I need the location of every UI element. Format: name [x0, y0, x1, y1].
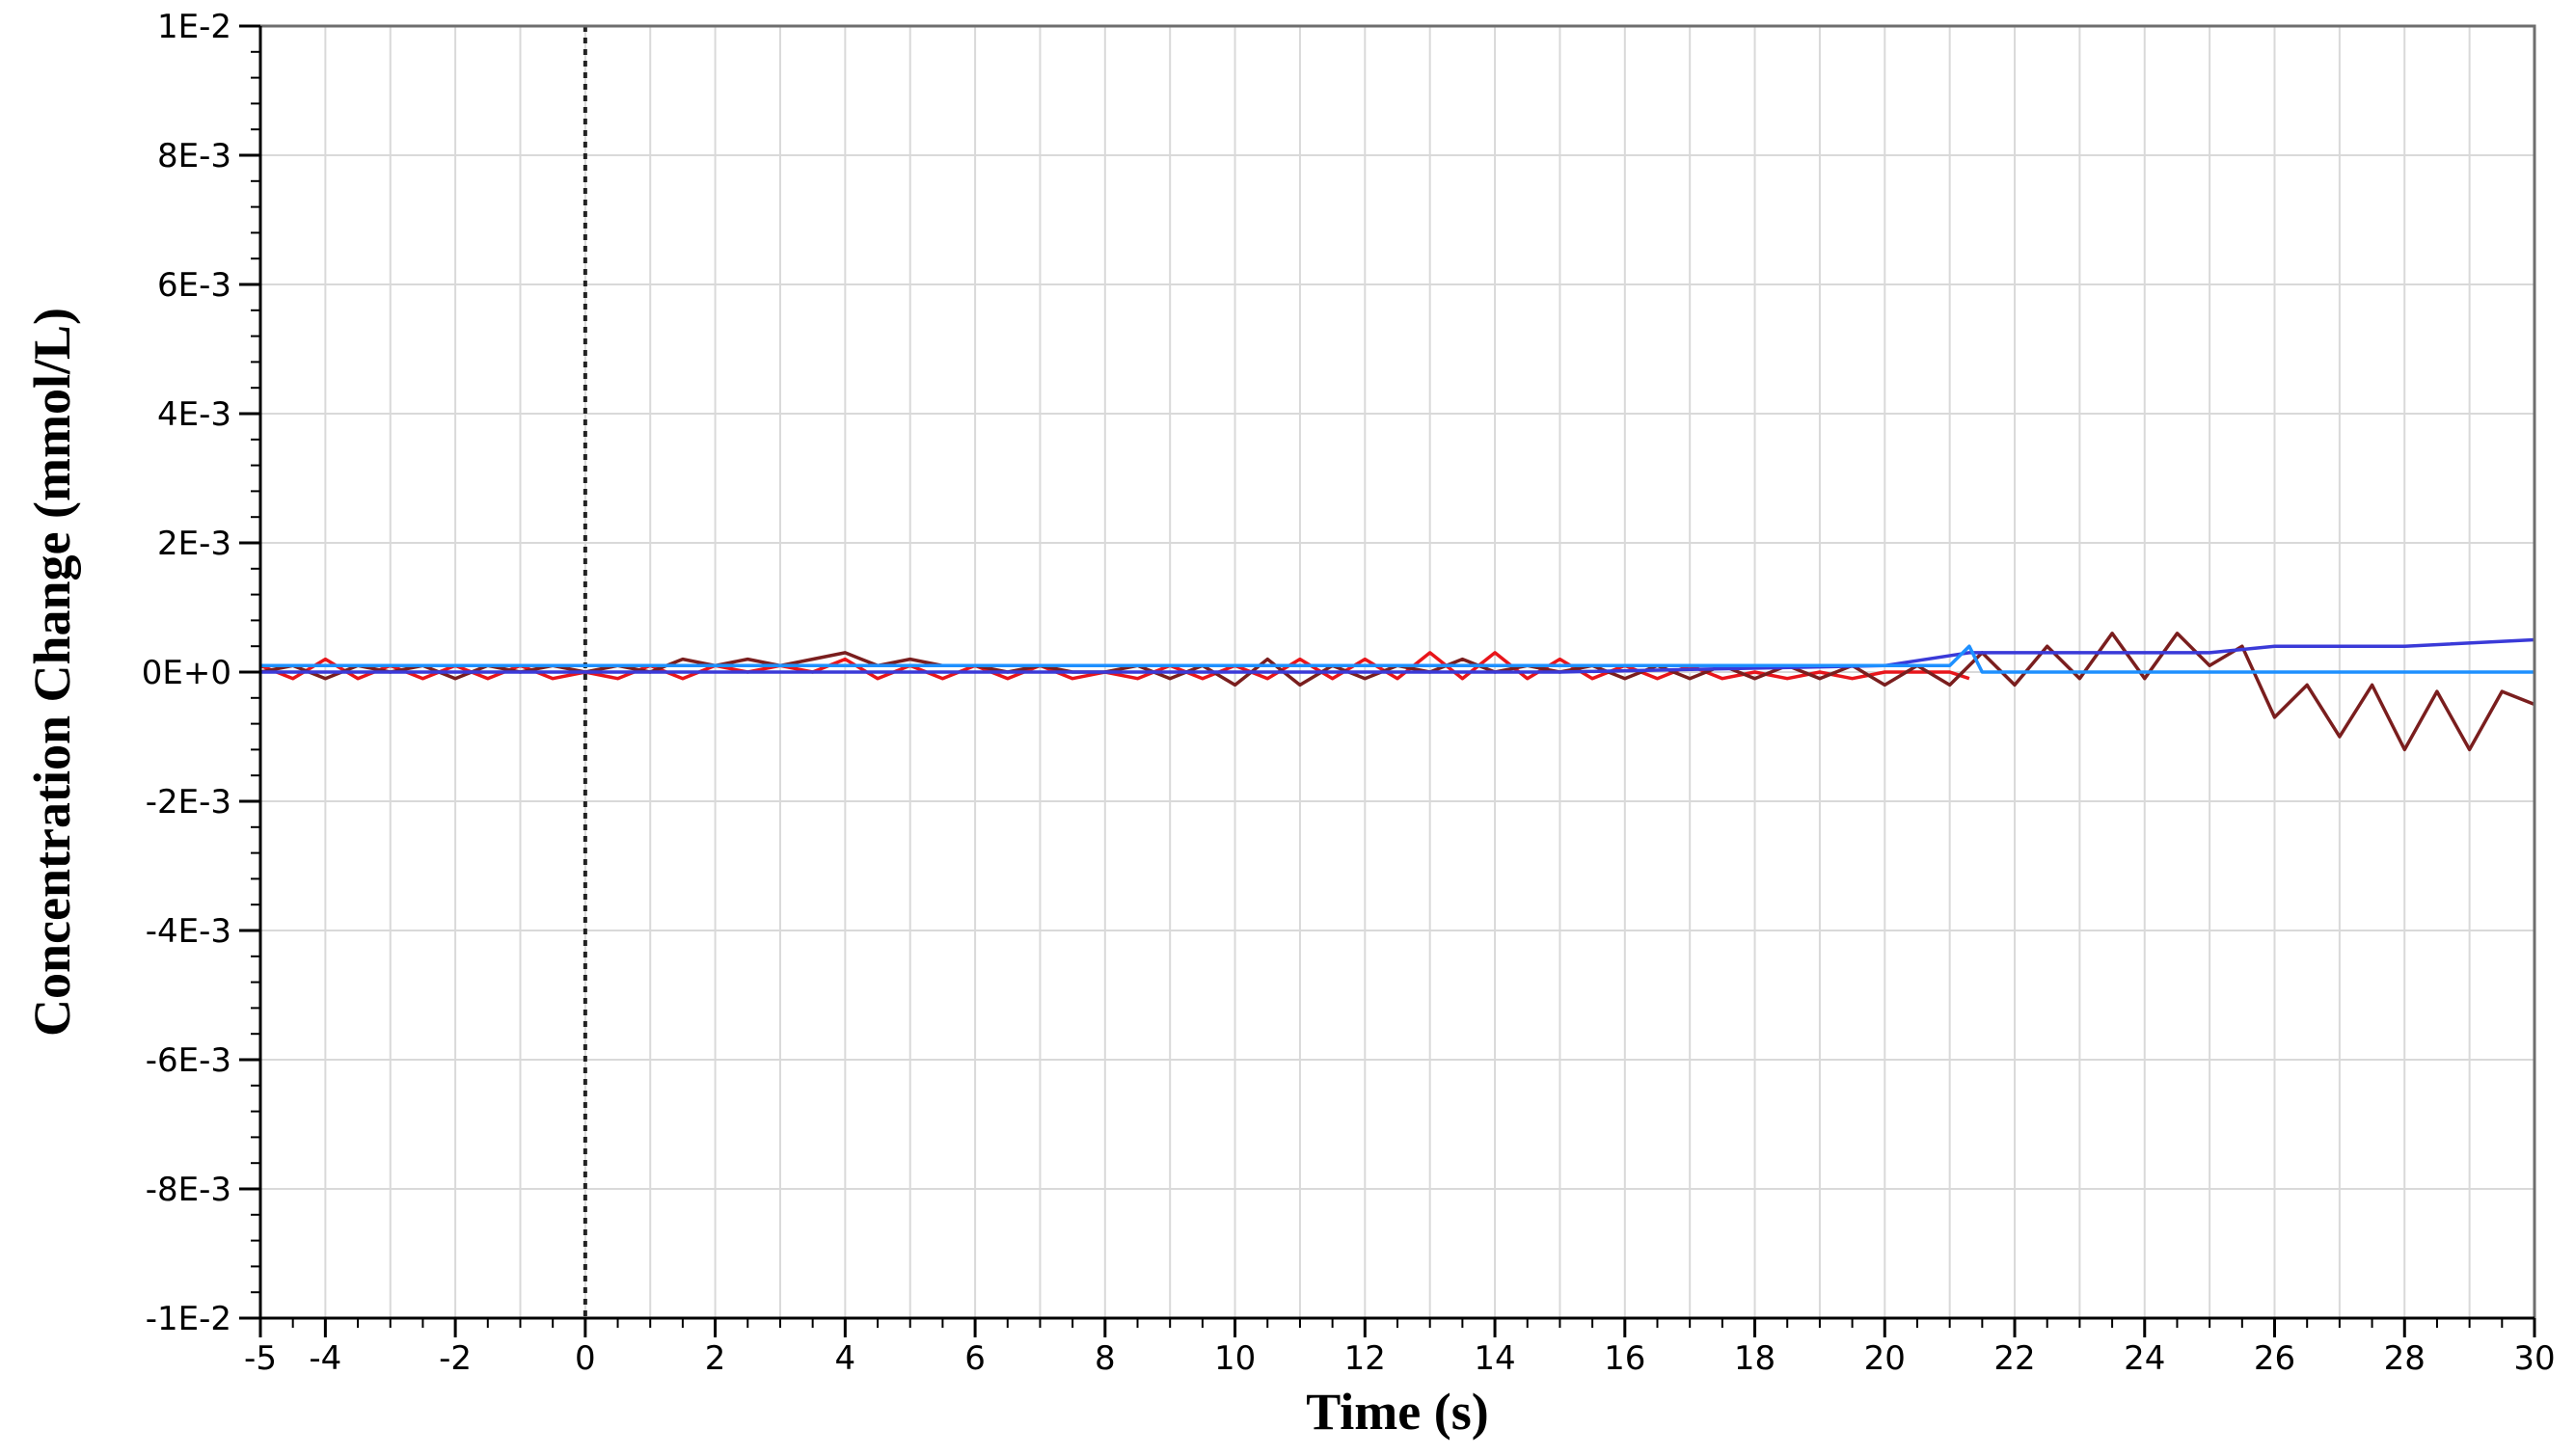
y-tick-label: -6E-3 [146, 1041, 231, 1080]
x-tick-label: 8 [1095, 1339, 1116, 1378]
tick-labels: -5 -4 -2 0 2 4 6 8 10 12 14 16 18 20 22 24 26 28 301E-28E-… [142, 8, 2556, 1378]
x-tick-label: 2 [705, 1339, 726, 1378]
y-tick-label: -4E-3 [146, 912, 231, 951]
y-tick-label: -8E-3 [146, 1171, 231, 1209]
x-tick-label: 28 [2384, 1339, 2426, 1378]
y-tick-label: 8E-3 [157, 137, 231, 175]
x-tick-label: 6 [964, 1339, 986, 1378]
y-tick-label: 0E+0 [142, 654, 231, 692]
y-tick-label: 4E-3 [157, 395, 231, 434]
x-tick-label: 20 [1864, 1339, 1906, 1378]
x-tick-label: 14 [1474, 1339, 1515, 1378]
y-tick-label: -1E-2 [146, 1300, 231, 1338]
x-axis-title: Time (s) [1306, 1383, 1488, 1441]
x-tick-label: 24 [2124, 1339, 2165, 1378]
y-tick-label: 6E-3 [157, 266, 231, 305]
x-tick-label: -2 [439, 1339, 472, 1378]
x-tick-label: 30 [2513, 1339, 2555, 1378]
series-line-4 [260, 644, 2534, 674]
y-axis-title: Concentration Change (mmol/L) [23, 308, 81, 1037]
x-tick-label: 26 [2254, 1339, 2295, 1378]
x-tick-label: 0 [575, 1339, 596, 1378]
x-tick-label: -5 [244, 1339, 277, 1378]
x-tick-label: 10 [1214, 1339, 1256, 1378]
y-tick-label: 1E-2 [157, 8, 231, 46]
x-tick-label: 18 [1734, 1339, 1775, 1378]
x-tick-label: 22 [1993, 1339, 2035, 1378]
y-tick-label: -2E-3 [146, 783, 231, 822]
y-tick-label: 2E-3 [157, 525, 231, 563]
axes [239, 24, 2536, 1337]
x-tick-label: 16 [1604, 1339, 1645, 1378]
x-tick-label: -4 [309, 1339, 341, 1378]
x-tick-label: 4 [835, 1339, 856, 1378]
series-line-3 [260, 637, 2535, 674]
series-group [259, 632, 2535, 752]
x-tick-label: 12 [1344, 1339, 1386, 1378]
